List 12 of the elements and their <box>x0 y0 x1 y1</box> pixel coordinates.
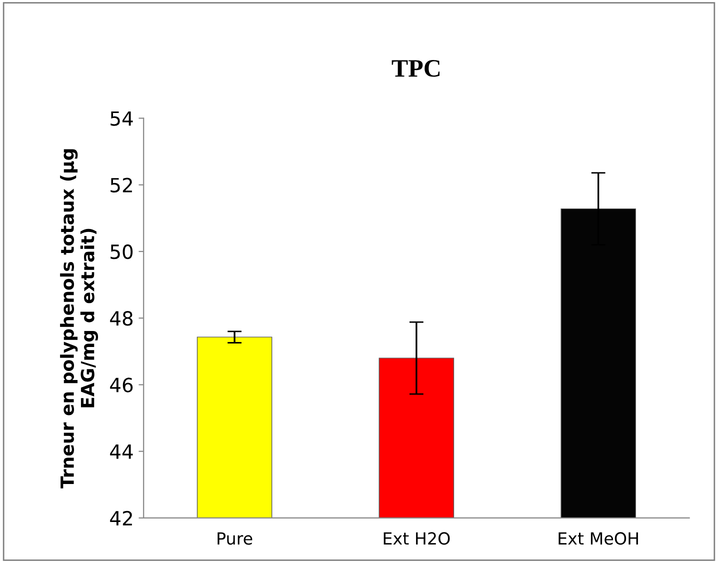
y-tick-label: 50 <box>110 244 133 260</box>
x-tick-label: Pure <box>218 532 252 545</box>
y-tick-label: 52 <box>110 178 132 193</box>
y-tick-label: 48 <box>110 311 133 326</box>
y-tick-label: 42 <box>110 510 132 526</box>
y-axis-title: Trneur en polyphenols totaux (µg EAG/mg d extrait) <box>60 149 98 488</box>
x-tick-label: Ext H2O <box>384 532 450 545</box>
chart-title: TPC <box>392 60 440 77</box>
x-tick-label: Ext MeOH <box>558 532 638 545</box>
y-tick-label: 46 <box>110 378 133 392</box>
y-tick-label: 44 <box>110 444 133 459</box>
y-tick-label: 54 <box>110 111 133 126</box>
